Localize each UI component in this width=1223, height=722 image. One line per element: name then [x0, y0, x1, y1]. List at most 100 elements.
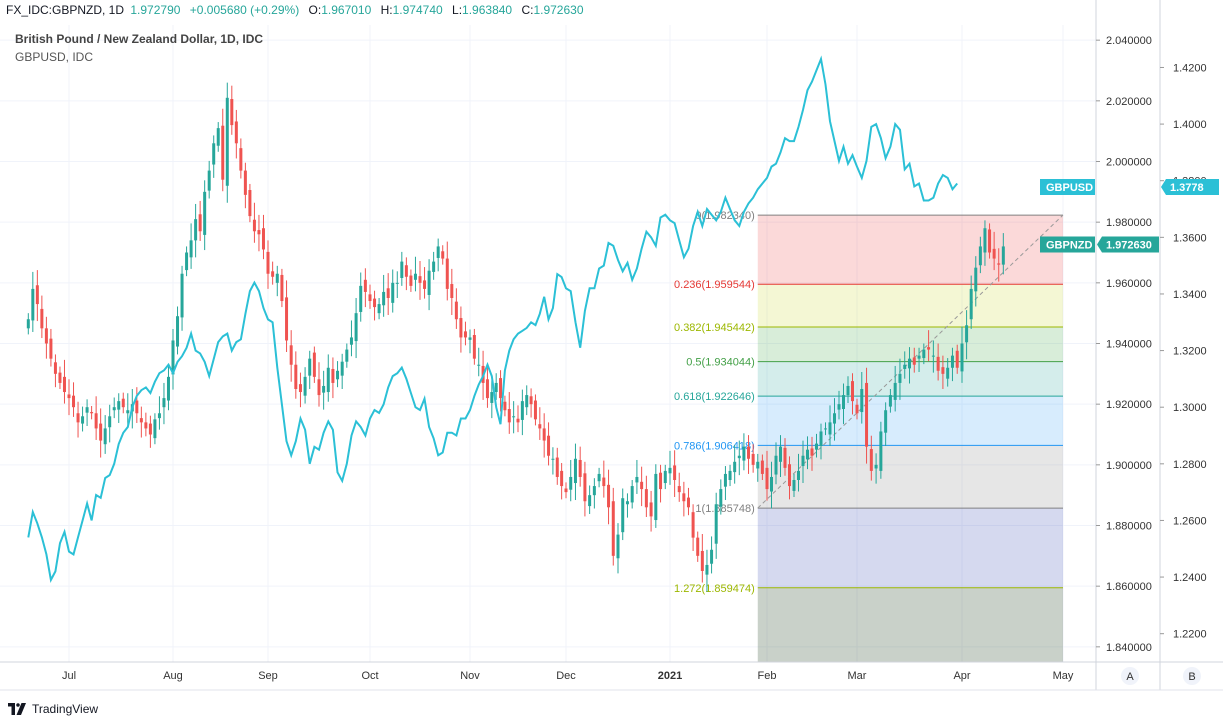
candle[interactable]: [148, 415, 152, 448]
candle[interactable]: [965, 310, 969, 360]
candle[interactable]: [157, 396, 161, 430]
candle[interactable]: [44, 316, 48, 359]
candle[interactable]: [271, 261, 275, 285]
candle[interactable]: [76, 401, 80, 438]
candle[interactable]: [663, 464, 667, 490]
candle[interactable]: [312, 346, 316, 383]
candle[interactable]: [239, 138, 243, 179]
gbpusd-price-scale[interactable]: 1.42001.40001.38001.36001.34001.32001.30…: [1160, 62, 1207, 641]
candle[interactable]: [53, 354, 57, 388]
candle[interactable]: [485, 365, 489, 408]
candle[interactable]: [171, 328, 175, 390]
candle[interactable]: [326, 354, 330, 402]
candle[interactable]: [280, 268, 284, 308]
candle[interactable]: [969, 275, 973, 329]
candle[interactable]: [345, 343, 349, 368]
candle[interactable]: [373, 290, 377, 321]
candle[interactable]: [368, 284, 372, 309]
candle[interactable]: [512, 401, 516, 434]
candle[interactable]: [555, 447, 559, 485]
candle[interactable]: [354, 298, 358, 359]
candle[interactable]: [382, 274, 386, 317]
chart-title[interactable]: British Pound / New Zealand Dollar, 1D, …: [15, 32, 264, 46]
candle[interactable]: [869, 435, 873, 481]
candle[interactable]: [931, 340, 935, 373]
candle[interactable]: [285, 280, 289, 352]
candle[interactable]: [842, 383, 845, 425]
candle[interactable]: [294, 351, 298, 399]
candle[interactable]: [728, 464, 732, 487]
candle[interactable]: [225, 82, 229, 203]
candle[interactable]: [801, 440, 805, 484]
candle[interactable]: [349, 320, 353, 357]
candle[interactable]: [710, 536, 714, 574]
candle[interactable]: [516, 405, 520, 433]
candle[interactable]: [860, 372, 864, 424]
candle[interactable]: [503, 395, 507, 417]
candle[interactable]: [289, 330, 293, 382]
candle[interactable]: [997, 248, 1001, 282]
candle[interactable]: [893, 365, 897, 412]
candle[interactable]: [180, 265, 184, 331]
candle[interactable]: [833, 398, 836, 441]
candle[interactable]: [888, 389, 892, 413]
candle[interactable]: [592, 478, 596, 509]
candle[interactable]: [616, 523, 620, 574]
candle[interactable]: [266, 240, 270, 289]
candle[interactable]: [257, 214, 261, 252]
candle[interactable]: [578, 446, 582, 487]
candle[interactable]: [67, 379, 71, 416]
candle[interactable]: [395, 271, 399, 298]
candle[interactable]: [26, 313, 30, 335]
candle[interactable]: [472, 328, 476, 365]
candle[interactable]: [700, 533, 704, 583]
candle[interactable]: [922, 343, 926, 365]
candle[interactable]: [742, 433, 746, 471]
candle[interactable]: [459, 306, 463, 353]
candle[interactable]: [454, 288, 458, 329]
candle[interactable]: [112, 397, 116, 419]
candle[interactable]: [815, 433, 818, 458]
candle[interactable]: [691, 504, 695, 551]
candle[interactable]: [418, 260, 422, 300]
candle[interactable]: [792, 473, 796, 497]
candle[interactable]: [747, 435, 751, 474]
candle[interactable]: [207, 160, 211, 199]
tradingview-logo[interactable]: TradingView: [8, 702, 98, 716]
candle[interactable]: [788, 456, 791, 500]
time-axis[interactable]: Jul Aug Sep Oct Nov Dec 2021 Feb Mar Apr May: [0, 661, 1223, 682]
candle[interactable]: [588, 485, 592, 514]
candle[interactable]: [733, 444, 737, 484]
candle[interactable]: [644, 475, 648, 518]
candle[interactable]: [185, 246, 189, 277]
candle[interactable]: [432, 251, 436, 280]
candle[interactable]: [783, 438, 787, 476]
candle[interactable]: [751, 444, 755, 473]
candle[interactable]: [340, 353, 344, 389]
candle[interactable]: [441, 245, 445, 265]
candle[interactable]: [760, 454, 764, 480]
candle[interactable]: [203, 180, 207, 251]
candle[interactable]: [189, 223, 193, 269]
candle[interactable]: [602, 460, 606, 498]
candle[interactable]: [322, 370, 326, 410]
candle[interactable]: [625, 493, 629, 518]
candle[interactable]: [103, 415, 107, 454]
candle[interactable]: [774, 442, 778, 485]
candle[interactable]: [533, 394, 537, 426]
candle[interactable]: [72, 382, 76, 417]
candle[interactable]: [409, 269, 413, 292]
candle[interactable]: [121, 392, 125, 414]
candle[interactable]: [139, 406, 143, 438]
candle[interactable]: [705, 549, 709, 592]
candle[interactable]: [135, 387, 139, 423]
candle[interactable]: [855, 398, 859, 420]
symbol-name[interactable]: FX_IDC:GBPNZD, 1D: [6, 3, 125, 17]
candle[interactable]: [391, 269, 395, 313]
candle[interactable]: [810, 436, 814, 471]
candle[interactable]: [275, 265, 279, 297]
candle[interactable]: [865, 367, 869, 464]
candle[interactable]: [682, 481, 686, 517]
candle[interactable]: [851, 373, 854, 415]
